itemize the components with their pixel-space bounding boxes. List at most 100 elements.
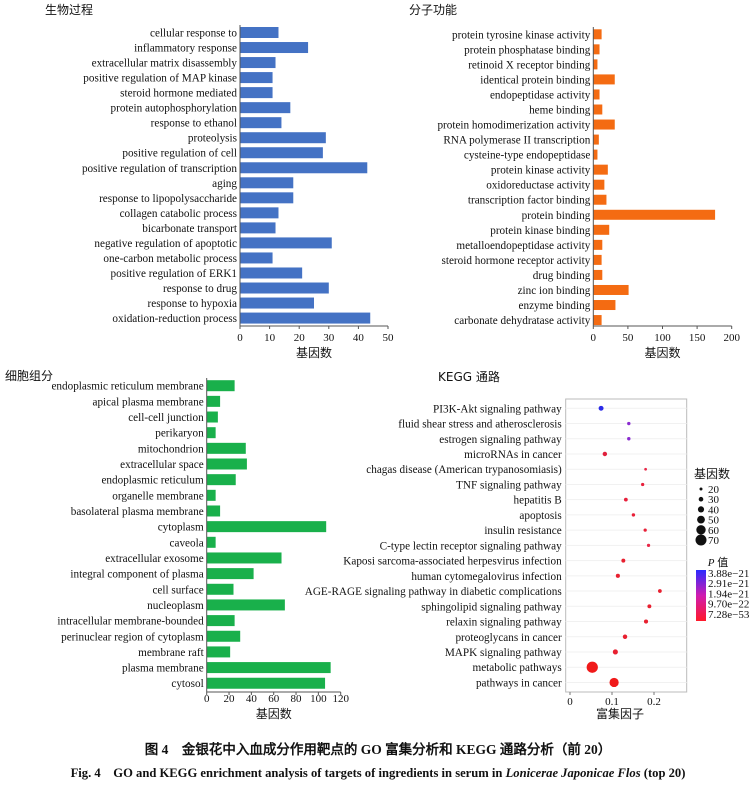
category-label: protein tyrosine kinase activity: [452, 29, 591, 41]
pathway-label: proteoglycans in cancer: [455, 632, 562, 644]
category-label: cytoplasm: [158, 522, 204, 534]
bar: [240, 222, 276, 234]
category-label: response to lipopolysaccharide: [99, 193, 237, 205]
bubble: [622, 634, 628, 639]
category-label: carbonate dehydratase activity: [454, 315, 590, 327]
x-tick-label: 100: [310, 693, 327, 705]
color-legend-label: 1.94e−21: [708, 588, 749, 600]
x-tick-label: 0: [591, 332, 597, 344]
bar: [240, 192, 294, 204]
category-label: protein kinase binding: [490, 225, 590, 237]
x-tick-label: 200: [723, 332, 740, 344]
category-label: endoplasmic reticulum: [101, 475, 204, 487]
bar: [593, 119, 615, 130]
category-label: protein binding: [522, 210, 591, 222]
bar: [206, 552, 282, 564]
category-label: metalloendopeptidase activity: [456, 240, 590, 252]
x-tick-label: 20: [294, 332, 306, 344]
pathway-label: pathways in cancer: [476, 677, 562, 689]
category-label: steroid hormone receptor activity: [441, 255, 590, 267]
category-label: transcription factor binding: [468, 195, 591, 207]
bar: [240, 207, 279, 219]
category-label: nucleoplasm: [147, 600, 204, 612]
bar: [593, 74, 615, 85]
category-label: identical protein binding: [480, 74, 590, 86]
color-legend-label: 3.88e−21: [708, 568, 749, 580]
category-label: integral component of plasma: [70, 569, 203, 581]
bubble: [615, 573, 620, 578]
color-scale-bar: [696, 570, 706, 621]
caption-chinese: 图 4 金银花中入血成分作用靶点的 GO 富集分析和 KEGG 通路分析（前 2…: [144, 742, 612, 757]
category-label: caveola: [170, 537, 204, 549]
size-legend-dot: [695, 534, 707, 546]
bubble: [598, 405, 604, 411]
color-legend-label: 7.28e−53: [708, 609, 750, 621]
pathway-label: metabolic pathways: [473, 662, 562, 674]
bubble: [646, 543, 651, 547]
bar: [206, 458, 247, 470]
size-legend-label: 20: [708, 484, 720, 496]
bar: [206, 536, 216, 548]
category-label: protein homodimerization activity: [437, 120, 590, 132]
category-label: mitochondrion: [138, 443, 204, 455]
bubble: [627, 421, 631, 426]
x-tick-label: 10: [264, 332, 276, 344]
size-legend-label: 70: [708, 535, 720, 547]
bar: [206, 427, 216, 439]
bar: [240, 27, 279, 38]
category-label: oxidation-reduction process: [112, 313, 237, 325]
size-legend-label: 40: [708, 504, 720, 516]
bar: [593, 209, 716, 220]
bar: [240, 72, 273, 84]
category-label: aging: [212, 178, 237, 190]
bar: [593, 224, 610, 235]
x-tick-label: 0.1: [605, 696, 619, 708]
bar: [593, 254, 602, 265]
bar: [240, 267, 303, 279]
category-label: response to ethanol: [151, 118, 237, 130]
bubble: [623, 497, 628, 502]
x-tick-label: 0: [237, 332, 243, 344]
bar: [240, 237, 332, 249]
bar: [206, 630, 241, 642]
pathway-label: sphingolipid signaling pathway: [421, 601, 562, 613]
panel-title: 细胞组分: [5, 369, 53, 383]
category-label: drug binding: [533, 270, 591, 282]
category-label: bicarbonate transport: [142, 223, 238, 235]
pathway-label: microRNAs in cancer: [464, 449, 562, 461]
size-legend-dot: [697, 515, 705, 524]
category-label: positive regulation of MAP kinase: [83, 73, 237, 85]
bar: [240, 162, 368, 174]
bar: [240, 132, 326, 144]
category-label: endopeptidase activity: [490, 89, 591, 101]
category-label: zinc ion binding: [518, 285, 591, 297]
caption-english-tail: (top 20): [640, 766, 686, 780]
bar: [206, 583, 234, 595]
bar: [593, 89, 600, 100]
category-label: positive regulation of transcription: [82, 163, 237, 175]
x-tick-label: 30: [323, 332, 335, 344]
caption-english: Fig. 4 GO and KEGG enrichment analysis o…: [0, 762, 756, 781]
bar: [240, 87, 273, 99]
figure-canvas: 生物过程 cellular response to inflammatory res…: [5, 2, 750, 721]
category-label: extracellular space: [120, 459, 204, 471]
category-label: extracellular exosome: [105, 553, 203, 565]
category-label: negative regulation of apoptotic: [94, 238, 237, 250]
bar: [206, 505, 221, 517]
pathway-label: Kaposi sarcoma-associated herpesvirus in…: [343, 556, 562, 568]
panel-title: 生物过程: [45, 2, 93, 17]
pathway-label: insulin resistance: [484, 525, 561, 537]
category-label: cytosol: [171, 678, 203, 690]
category-label: cysteine-type endopeptidase: [464, 150, 590, 162]
p-symbol: P: [707, 557, 715, 569]
category-label: proteolysis: [188, 133, 237, 145]
x-tick-label: 150: [689, 332, 706, 344]
bar: [593, 239, 603, 250]
category-label: cell-cell junction: [128, 412, 204, 424]
bar: [593, 134, 599, 145]
size-legend-dot: [696, 525, 706, 535]
bubble: [643, 619, 649, 624]
category-label: perikaryon: [155, 428, 204, 440]
color-legend-label: 2.91e−21: [708, 578, 749, 590]
